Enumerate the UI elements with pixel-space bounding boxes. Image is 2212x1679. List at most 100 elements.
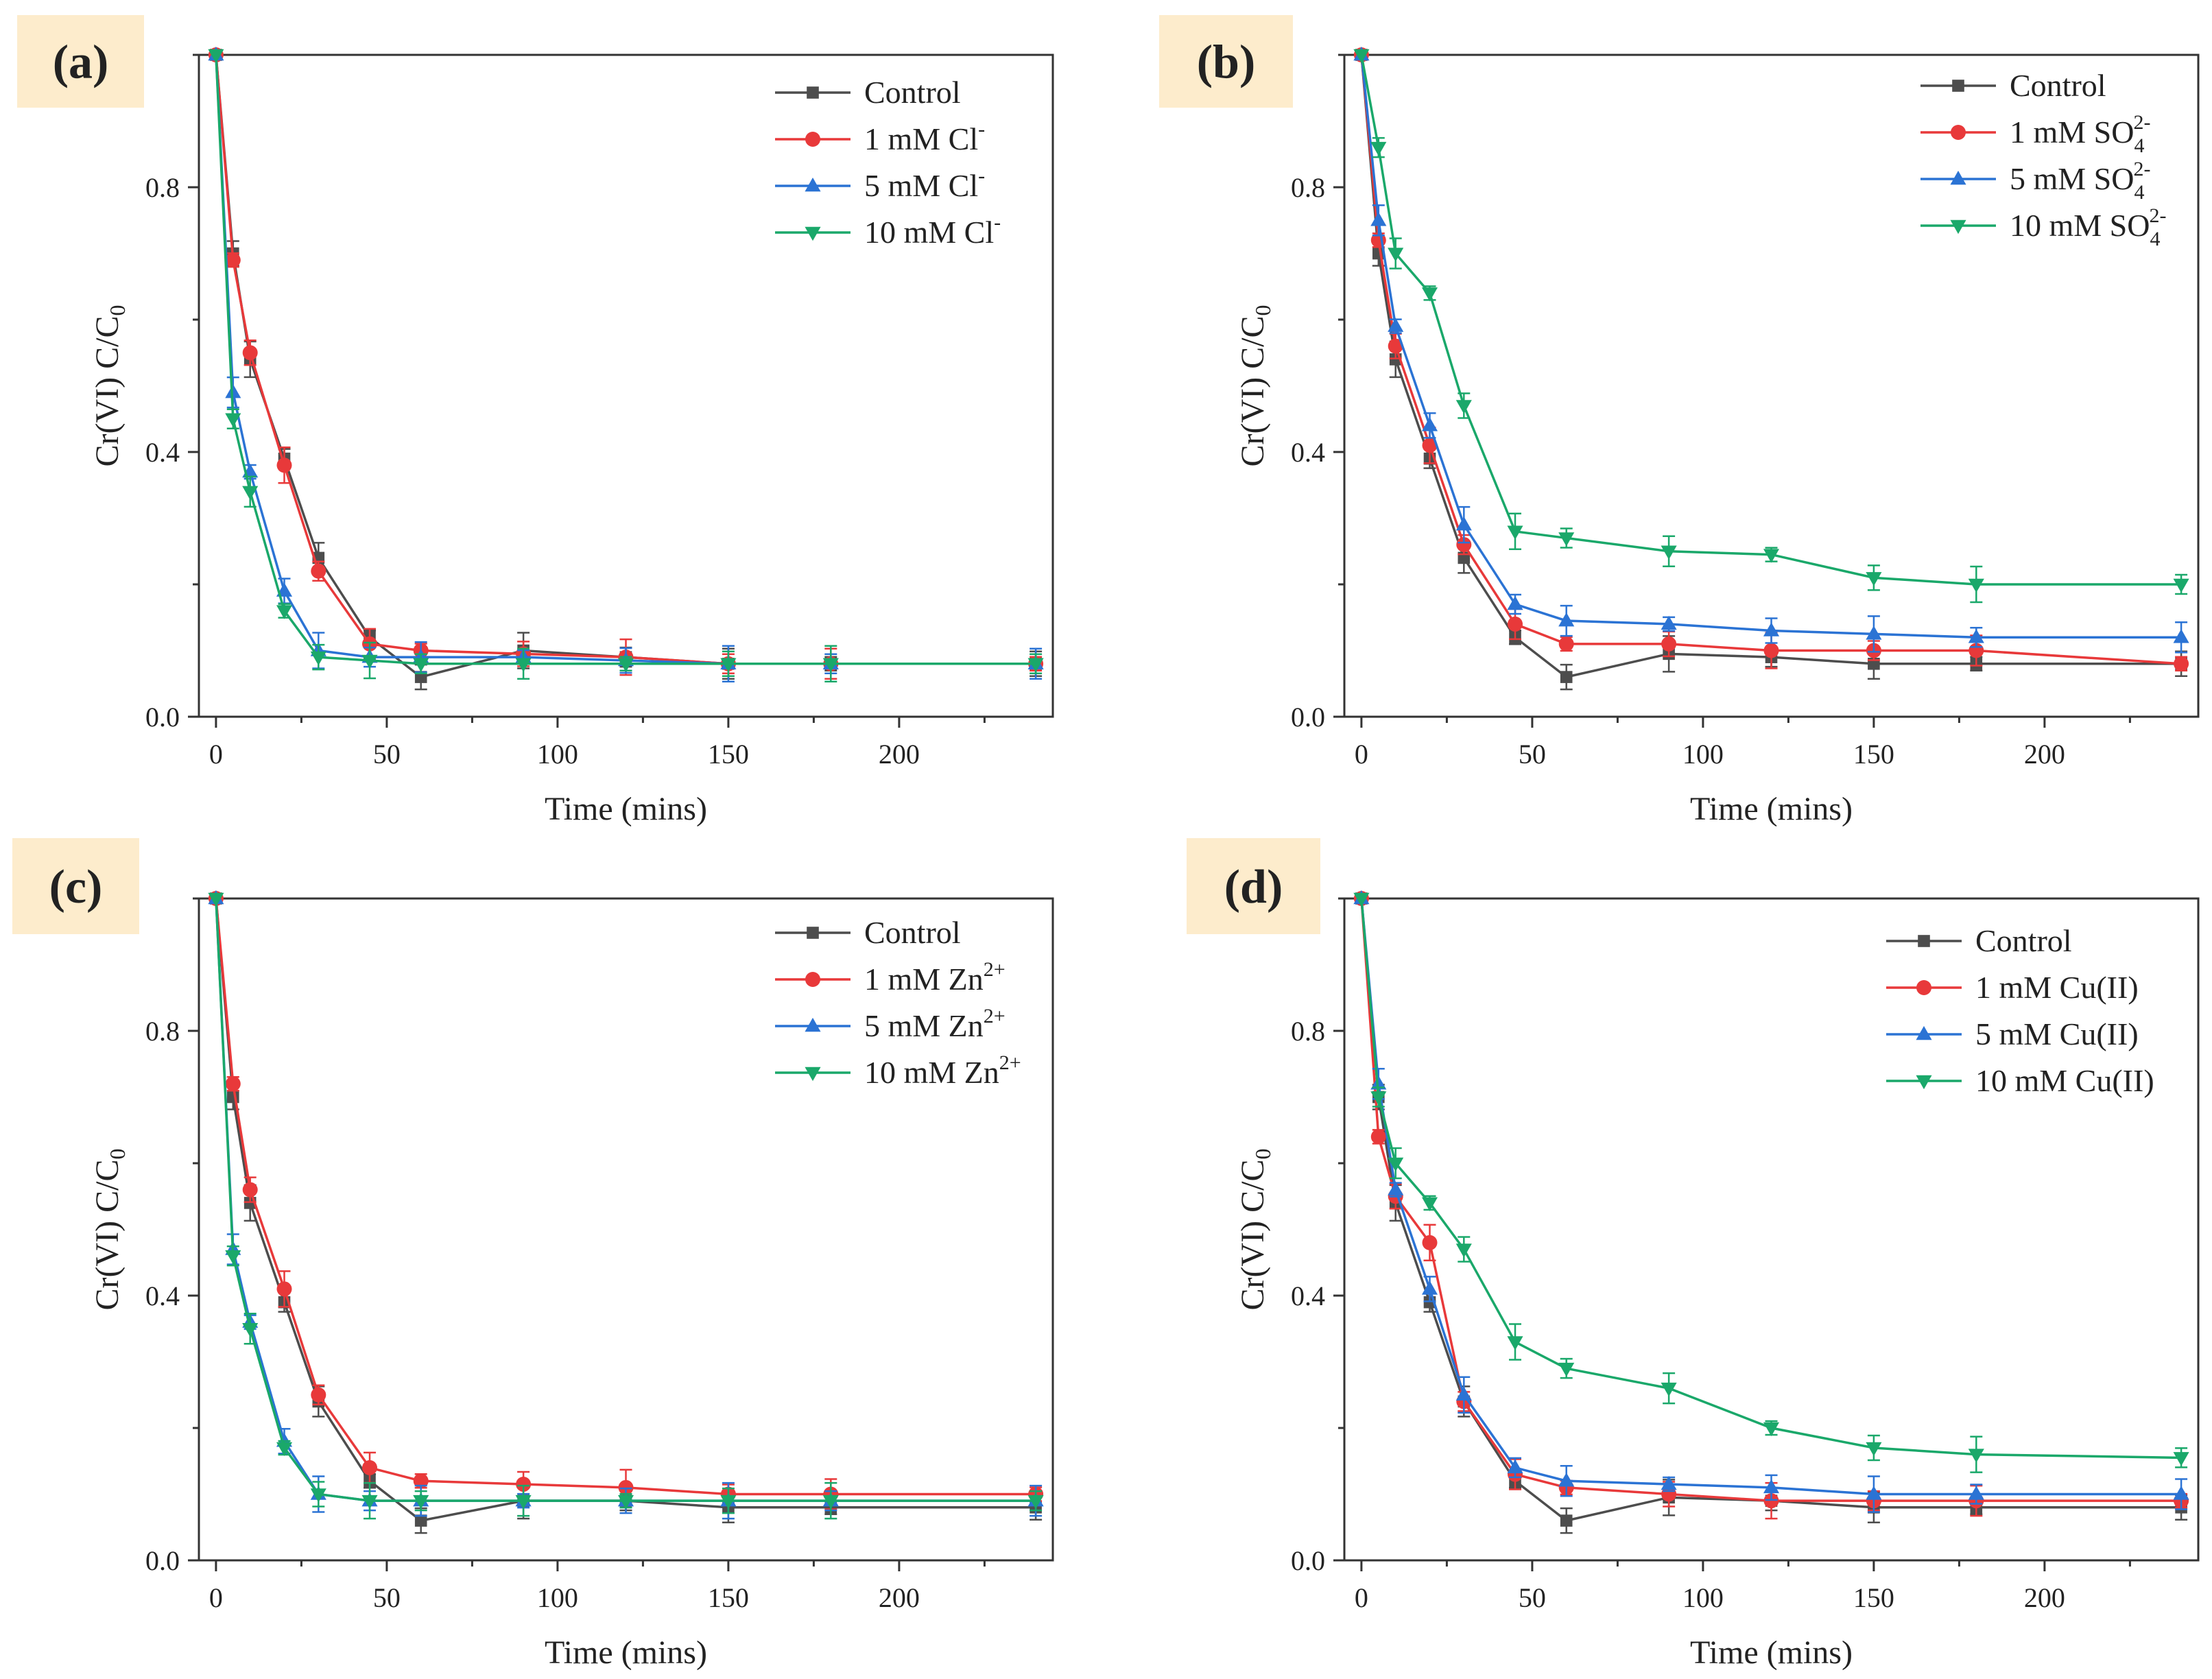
- data-point: [1968, 629, 1984, 643]
- series-3: [1353, 892, 2189, 1473]
- legend-label-subscript: 4: [2150, 228, 2160, 250]
- legend-marker: [1950, 219, 1966, 235]
- data-point: [310, 651, 326, 666]
- y-axis-label: Cr(VI) C/C0: [89, 1149, 130, 1311]
- y-axis-label-main: Cr(VI) C/C: [89, 1160, 126, 1311]
- y-tick-label: 0.4: [145, 1281, 180, 1311]
- x-tick-label: 50: [373, 739, 401, 770]
- data-point: [2173, 1486, 2189, 1500]
- data-point: [1866, 1442, 1882, 1457]
- legend-label-main: Control: [2010, 68, 2106, 103]
- data-point: [310, 1488, 326, 1503]
- legend-label-main: 5 mM Cl: [864, 168, 978, 203]
- data-point: [1370, 141, 1387, 156]
- data-point: [311, 1387, 326, 1403]
- series-line: [1360, 54, 2182, 586]
- y-axis-label: Cr(VI) C/C0: [1235, 305, 1275, 467]
- data-point: [1455, 1386, 1472, 1401]
- panel-label: (c): [49, 861, 103, 914]
- legend-label-superscript: -: [978, 118, 985, 141]
- y-axis-label-main: Cr(VI) C/C: [89, 316, 126, 467]
- y-tick-label: 0.8: [1291, 172, 1325, 203]
- data-point: [1388, 338, 1403, 354]
- legend-label: 10 mM SO42-: [2010, 204, 2166, 250]
- data-point: [1507, 525, 1523, 540]
- legend-label-subscript: 4: [2134, 181, 2144, 204]
- series-line: [215, 898, 1036, 1496]
- x-tick-label: 50: [1519, 739, 1546, 770]
- legend-marker: [1916, 1025, 1932, 1040]
- x-tick-label: 150: [708, 739, 749, 770]
- y-tick-label: 0.0: [1291, 1545, 1325, 1576]
- legend-label: Control: [864, 915, 961, 950]
- legend-label-superscript: 2+: [999, 1051, 1021, 1074]
- legend-marker: [1916, 1075, 1932, 1090]
- y-tick-label: 0.4: [1291, 437, 1325, 468]
- legend-label-superscript: 2-: [2149, 204, 2166, 227]
- x-tick-label: 200: [2024, 739, 2065, 770]
- legend-label-superscript: -: [978, 165, 985, 187]
- data-point: [1968, 1486, 1984, 1500]
- data-point: [1027, 1495, 1044, 1510]
- data-point: [413, 1473, 429, 1489]
- legend-marker: [805, 132, 820, 147]
- legend-label-superscript: -: [994, 211, 1001, 234]
- x-axis-label: Time (mins): [1690, 1634, 1853, 1671]
- plot-frame: [198, 897, 1054, 1562]
- panel-label-badge: [17, 15, 144, 108]
- data-point: [413, 1495, 429, 1510]
- x-tick-label: 0: [209, 739, 223, 770]
- legend-label: 1 mM Cl-: [864, 118, 985, 156]
- data-point: [720, 658, 737, 672]
- legend-marker: [1916, 980, 1931, 995]
- data-point: [1421, 1281, 1438, 1295]
- legend-marker: [1950, 170, 1966, 185]
- panel-label: (b): [1197, 36, 1256, 89]
- data-point: [1558, 1362, 1575, 1377]
- y-axis-label-main: Cr(VI) C/C: [1235, 316, 1271, 467]
- data-point: [1558, 532, 1575, 547]
- data-point: [225, 1076, 241, 1092]
- series-line: [1360, 898, 2182, 1496]
- data-point: [1456, 537, 1472, 553]
- data-point: [2173, 578, 2189, 593]
- x-tick-label: 150: [1853, 739, 1894, 770]
- legend-label-main: 5 mM Zn: [864, 1008, 984, 1043]
- data-point: [1027, 658, 1044, 672]
- data-point: [1763, 1422, 1780, 1437]
- legend-label: Control: [864, 75, 961, 110]
- data-point: [1661, 615, 1677, 630]
- data-point: [1421, 287, 1438, 302]
- x-tick-label: 0: [209, 1582, 223, 1613]
- data-point: [617, 658, 634, 672]
- data-point: [242, 1182, 258, 1198]
- y-axis-label-main: Cr(VI) C/C: [1235, 1160, 1271, 1311]
- legend-label: 5 mM Cu(II): [1975, 1016, 2139, 1051]
- data-point: [276, 605, 293, 619]
- data-point: [1661, 636, 1677, 652]
- legend: Control 1 mM Cu(II) 5 mM Cu(II) 10 mM Cu(II…: [1886, 923, 2154, 1098]
- data-point: [1763, 643, 1779, 658]
- data-point: [225, 1250, 241, 1265]
- chart-panel-a: (a) 0 50 100 150 200 0.0 0.4 0.8 Time (mins) Cr(VI…: [17, 15, 1054, 827]
- chart-panel-c: (c) 0 50 100 150 200 0.0 0.4 0.8 Time (mins) Cr(VI…: [12, 838, 1054, 1671]
- data-point: [1370, 1075, 1387, 1090]
- series-2: [1353, 890, 2189, 1513]
- x-tick-label: 50: [1519, 1582, 1546, 1613]
- data-point: [1763, 549, 1780, 563]
- y-tick-label: 0.0: [145, 1545, 180, 1576]
- legend-marker: [1918, 935, 1930, 947]
- y-axis-label: Cr(VI) C/C0: [89, 305, 130, 467]
- legend-marker: [805, 1017, 821, 1032]
- x-tick-label: 150: [708, 1582, 749, 1613]
- data-point: [1370, 1129, 1386, 1145]
- data-point: [1508, 616, 1523, 632]
- data-point: [414, 1514, 427, 1527]
- data-point: [515, 1495, 532, 1510]
- data-point: [1507, 595, 1523, 610]
- y-axis-label-subscript: 0: [105, 305, 130, 316]
- chart-panel-d: (d) 0 50 100 150 200 0.0 0.4 0.8 Time (mins) Cr(VI…: [1187, 838, 2200, 1671]
- data-point: [1661, 1382, 1677, 1397]
- legend-marker: [1952, 80, 1964, 92]
- panel-label: (a): [53, 36, 109, 89]
